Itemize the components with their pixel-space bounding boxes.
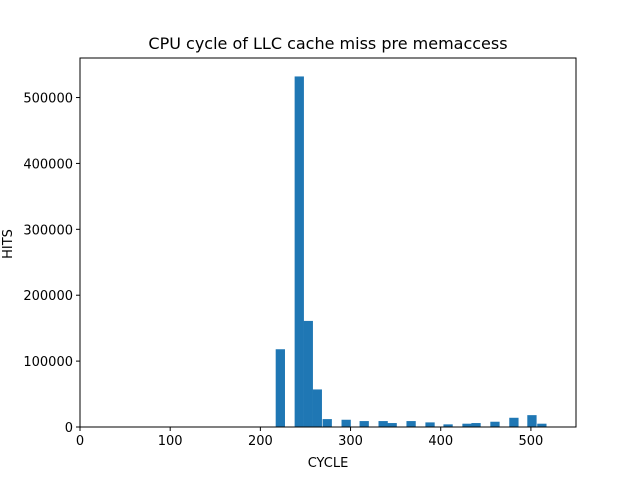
x-tick-label: 100 (158, 434, 183, 449)
x-tick-label: 300 (338, 434, 363, 449)
histogram-bar-13 (471, 423, 481, 427)
histogram-bar-6 (359, 421, 369, 427)
histogram-bar-14 (490, 421, 500, 427)
plot-frame (79, 57, 577, 428)
y-axis-ticks: 0 100000 200000 300000 400000 500000 (23, 92, 80, 436)
y-tick-label: 500000 (23, 92, 73, 107)
histogram-bar-7 (378, 421, 388, 427)
x-axis-label: CYCLE (308, 456, 349, 471)
histogram-bar-4 (322, 419, 332, 427)
histogram-bar-5 (341, 419, 351, 427)
histogram-bar-3 (312, 389, 322, 427)
histogram-bar-10 (425, 422, 435, 427)
histogram-bar-15 (509, 417, 519, 427)
histogram-bar-16 (527, 415, 537, 427)
histogram-bar-9 (406, 421, 416, 427)
histogram-bar-8 (387, 423, 397, 427)
x-tick-label: 200 (248, 434, 273, 449)
y-tick-label: 400000 (23, 157, 73, 172)
x-tick-label: 500 (518, 434, 543, 449)
y-tick-label: 300000 (23, 223, 73, 238)
bars-group (275, 76, 547, 427)
x-axis-ticks: 0 100 200 300 400 500 (76, 427, 543, 449)
histogram-bar-12 (462, 423, 472, 427)
x-tick-label: 400 (428, 434, 453, 449)
histogram-bar-1 (294, 76, 304, 427)
y-tick-label: 200000 (23, 289, 73, 304)
x-tick-label: 0 (76, 434, 84, 449)
y-axis-label: HITS (1, 229, 16, 259)
histogram-bar-0 (275, 349, 285, 427)
y-tick-label: 100000 (23, 355, 73, 370)
chart-title: CPU cycle of LLC cache miss pre memacces… (148, 34, 507, 53)
histogram-bar-2 (303, 320, 313, 427)
histogram-bar-17 (537, 423, 547, 427)
y-tick-label: 0 (65, 421, 73, 436)
histogram-bar-11 (443, 424, 453, 427)
